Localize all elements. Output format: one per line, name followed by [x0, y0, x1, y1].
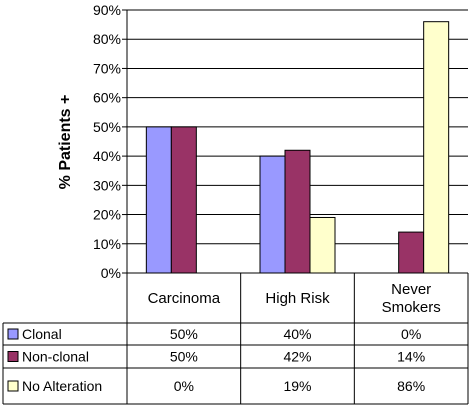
- y-tick-label: 30%: [93, 177, 121, 193]
- legend-swatch-non-clonal: [7, 351, 19, 362]
- table-value: 0%: [174, 378, 194, 394]
- legend-label: No Alteration: [22, 378, 102, 394]
- table-value: 42%: [283, 349, 311, 365]
- bars: [145, 21, 450, 274]
- y-tick-label: 90%: [93, 2, 121, 18]
- y-tick-label: 70%: [93, 60, 121, 76]
- bar-clonal-1: [259, 155, 286, 274]
- x-category-label: Carcinoma: [148, 290, 221, 307]
- legend-label: Non-clonal: [22, 349, 89, 365]
- bar-clonal-0: [145, 126, 172, 274]
- table-value: 14%: [397, 349, 425, 365]
- bar-no-alteration-1: [309, 216, 336, 274]
- table-value: 50%: [170, 349, 198, 365]
- bar-non-clonal-2: [398, 231, 425, 274]
- y-tick-label: 50%: [93, 119, 121, 135]
- bar-non-clonal-0: [170, 126, 197, 274]
- table-value: 0%: [401, 326, 421, 342]
- x-category-label: Never: [391, 281, 431, 298]
- y-tick-label: 80%: [93, 31, 121, 47]
- table-value: 50%: [170, 326, 198, 342]
- bar-non-clonal-1: [284, 149, 311, 274]
- legend-swatch-no-alteration: [7, 380, 19, 392]
- legend-label: Clonal: [22, 326, 62, 342]
- y-tick-label: 10%: [93, 236, 121, 252]
- y-tick-label: 20%: [93, 207, 121, 223]
- y-tick-label: 40%: [93, 148, 121, 164]
- table-value: 86%: [397, 378, 425, 394]
- x-category-label: High Risk: [265, 290, 330, 307]
- legend-swatch-clonal: [7, 328, 19, 340]
- y-axis-label: % Patients +: [57, 95, 74, 190]
- y-tick-labels: 0% 10% 20% 30% 40% 50% 60% 70% 80% 90%: [93, 2, 121, 281]
- bar-no-alteration-2: [423, 21, 450, 274]
- y-tick-label: 60%: [93, 90, 121, 106]
- table-value: 19%: [283, 378, 311, 394]
- y-tick-label: 0%: [101, 265, 121, 281]
- table-value: 40%: [283, 326, 311, 342]
- x-category-label: Smokers: [382, 299, 441, 316]
